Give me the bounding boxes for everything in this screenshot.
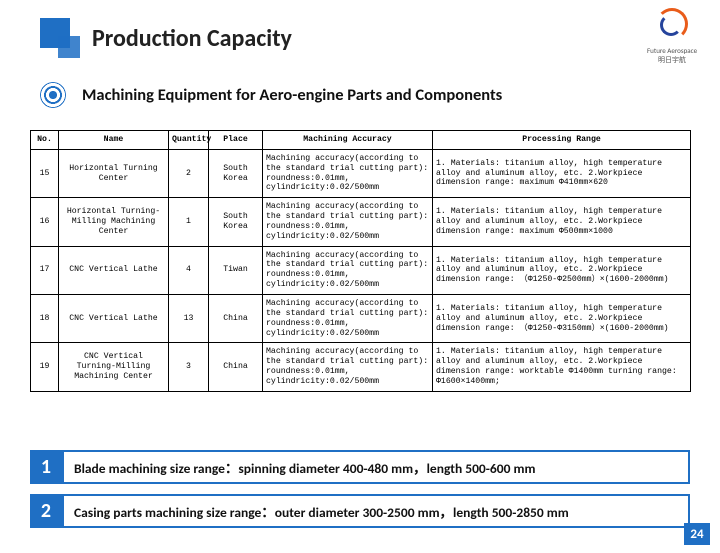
callouts: 1Blade machining size range：spinning dia… bbox=[30, 450, 690, 538]
col-place: Place bbox=[209, 131, 263, 150]
cell-place: China bbox=[209, 294, 263, 342]
callout-number: 1 bbox=[30, 450, 62, 484]
page-title: Production Capacity bbox=[92, 24, 292, 53]
callout-text: Blade machining size range：spinning diam… bbox=[62, 450, 690, 484]
cell-place: South Korea bbox=[209, 198, 263, 246]
cell-accuracy: Machining accuracy(according to the stan… bbox=[263, 198, 433, 246]
equipment-table: No. Name Quantity Place Machining Accura… bbox=[30, 130, 690, 392]
cell-no: 17 bbox=[31, 246, 59, 294]
logo-caption: Future Aerospace 明日宇航 bbox=[642, 46, 702, 65]
col-accuracy: Machining Accuracy bbox=[263, 131, 433, 150]
col-name: Name bbox=[59, 131, 169, 150]
cell-accuracy: Machining accuracy(according to the stan… bbox=[263, 343, 433, 391]
cell-place: Tiwan bbox=[209, 246, 263, 294]
subtitle: Machining Equipment for Aero-engine Part… bbox=[40, 82, 502, 108]
callout-row: 1Blade machining size range：spinning dia… bbox=[30, 450, 690, 484]
col-no: No. bbox=[31, 131, 59, 150]
cell-place: South Korea bbox=[209, 149, 263, 197]
cell-no: 16 bbox=[31, 198, 59, 246]
table-row: 16Horizontal Turning-Milling Machining C… bbox=[31, 198, 691, 246]
cell-range: 1. Materials: titanium alloy, high tempe… bbox=[433, 198, 691, 246]
cell-range: 1. Materials: titanium alloy, high tempe… bbox=[433, 246, 691, 294]
logo-swirl-icon bbox=[654, 8, 690, 44]
cell-qty: 3 bbox=[169, 343, 209, 391]
cell-name: CNC Vertical Lathe bbox=[59, 246, 169, 294]
cell-name: Horizontal Turning Center bbox=[59, 149, 169, 197]
cell-no: 15 bbox=[31, 149, 59, 197]
table-header-row: No. Name Quantity Place Machining Accura… bbox=[31, 131, 691, 150]
callout-row: 2Casing parts machining size range：outer… bbox=[30, 494, 690, 528]
table-row: 17CNC Vertical Lathe4TiwanMachining accu… bbox=[31, 246, 691, 294]
cell-range: 1. Materials: titanium alloy, high tempe… bbox=[433, 343, 691, 391]
cell-range: 1. Materials: titanium alloy, high tempe… bbox=[433, 149, 691, 197]
subtitle-text: Machining Equipment for Aero-engine Part… bbox=[82, 85, 502, 105]
company-logo: Future Aerospace 明日宇航 bbox=[642, 8, 702, 65]
page-number: 24 bbox=[684, 523, 710, 545]
callout-number: 2 bbox=[30, 494, 62, 528]
cell-qty: 2 bbox=[169, 149, 209, 197]
cell-no: 18 bbox=[31, 294, 59, 342]
table-row: 19CNC Vertical Turning-Milling Machining… bbox=[31, 343, 691, 391]
cell-place: China bbox=[209, 343, 263, 391]
cell-range: 1. Materials: titanium alloy, high tempe… bbox=[433, 294, 691, 342]
header: Production Capacity bbox=[40, 18, 292, 58]
cell-qty: 4 bbox=[169, 246, 209, 294]
table-row: 18CNC Vertical Lathe13ChinaMachining acc… bbox=[31, 294, 691, 342]
cell-accuracy: Machining accuracy(according to the stan… bbox=[263, 294, 433, 342]
cell-qty: 13 bbox=[169, 294, 209, 342]
col-qty: Quantity bbox=[169, 131, 209, 150]
col-range: Processing Range bbox=[433, 131, 691, 150]
cell-accuracy: Machining accuracy(according to the stan… bbox=[263, 246, 433, 294]
cell-no: 19 bbox=[31, 343, 59, 391]
cell-qty: 1 bbox=[169, 198, 209, 246]
cell-name: CNC Vertical Lathe bbox=[59, 294, 169, 342]
bullet-ring-icon bbox=[40, 82, 66, 108]
title-squares-icon bbox=[40, 18, 80, 58]
table-row: 15Horizontal Turning Center2South KoreaM… bbox=[31, 149, 691, 197]
cell-name: Horizontal Turning-Milling Machining Cen… bbox=[59, 198, 169, 246]
callout-text: Casing parts machining size range：outer … bbox=[62, 494, 690, 528]
cell-name: CNC Vertical Turning-Milling Machining C… bbox=[59, 343, 169, 391]
cell-accuracy: Machining accuracy(according to the stan… bbox=[263, 149, 433, 197]
